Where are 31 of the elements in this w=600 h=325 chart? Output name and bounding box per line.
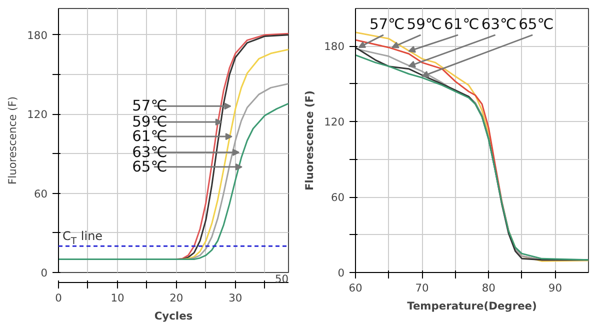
x-axis-title: Temperature(Degree) [407, 300, 537, 312]
annotation: 59℃ [132, 114, 168, 131]
y-tick-label: 120 [27, 108, 48, 122]
x-tick-label: 10 [110, 292, 124, 304]
annotation: 59℃ [406, 16, 442, 33]
annotation: 50 [274, 272, 289, 286]
annotation: 65℃ [132, 158, 168, 176]
annotation: 63℃ [481, 16, 516, 33]
y-tick-label: 120 [324, 116, 345, 129]
x-tick-label: 30 [228, 292, 242, 304]
annotation: 57℃ [132, 98, 168, 115]
annotation: 61℃ [132, 128, 168, 146]
y-tick-label: 180 [324, 40, 345, 54]
y-axis-title: Fluorescence (F) [303, 90, 316, 191]
annotation: 63℃ [132, 144, 168, 161]
x-tick-label: 80 [482, 282, 496, 294]
x-tick-label: 20 [170, 292, 184, 304]
annotation: 65℃ [518, 16, 554, 33]
x-tick-label: 0 [55, 292, 62, 304]
x-tick-label: 90 [548, 282, 562, 294]
x-tick-label: 70 [415, 282, 430, 294]
y-tick-label: 180 [27, 28, 48, 42]
y-tick-label: 60 [34, 187, 48, 200]
y-tick-label: 60 [330, 191, 345, 204]
annotation: 61℃ [444, 16, 480, 33]
y-axis-title: Fluorescence (F) [6, 96, 20, 185]
annotation: 57℃ [369, 16, 405, 33]
x-tick-label: 60 [348, 282, 362, 294]
x-axis-title: Cycles [154, 310, 193, 322]
y-tick-label: 0 [338, 266, 345, 280]
y-tick-label: 0 [40, 266, 48, 280]
